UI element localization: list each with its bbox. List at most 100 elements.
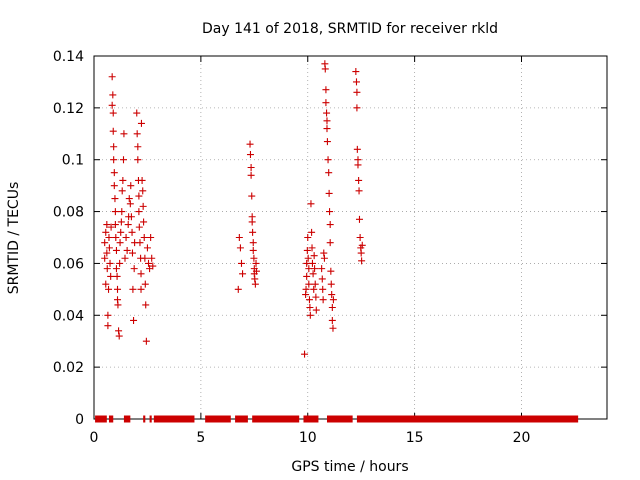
data-point: [322, 86, 330, 94]
data-point: [323, 109, 331, 117]
chart-title: Day 141 of 2018, SRMTID for receiver rkl…: [202, 21, 498, 37]
data-point: [302, 285, 310, 293]
data-point: [110, 143, 118, 151]
data-point: [134, 156, 142, 164]
x-tick-label: 10: [299, 430, 317, 446]
data-point: [135, 192, 143, 200]
data-point: [115, 332, 123, 340]
data-point: [133, 109, 141, 117]
data-point: [121, 254, 129, 262]
data-point: [108, 101, 116, 109]
data-point: [116, 259, 124, 267]
data-point: [235, 234, 243, 241]
ticks-layer: 0 5 10 15 20 0 0.02 0.04 0.06 0.08 0.1 0.12 0.14: [53, 49, 607, 446]
data-point: [310, 252, 318, 260]
data-point: [130, 265, 138, 273]
data-point: [326, 208, 334, 216]
data-point: [114, 301, 122, 309]
y-tick-label: 0.02: [53, 360, 84, 376]
data-point: [320, 254, 328, 262]
data-point: [311, 265, 319, 273]
data-point: [122, 234, 130, 241]
data-point: [142, 337, 150, 345]
data-point: [142, 301, 150, 309]
data-point: [115, 327, 123, 335]
data-point: [356, 234, 364, 241]
data-point: [110, 156, 118, 164]
data-point: [103, 249, 111, 257]
data-point: [318, 275, 326, 283]
data-point: [326, 239, 334, 247]
data-point: [308, 228, 316, 236]
data-point: [111, 221, 119, 229]
data-point: [140, 234, 148, 241]
data-point: [301, 350, 309, 358]
y-tick-label: 0.14: [53, 49, 84, 65]
data-point: [252, 267, 260, 275]
data-point: [249, 246, 257, 254]
data-point: [329, 296, 337, 304]
data-point: [248, 218, 256, 226]
data-point: [137, 285, 145, 293]
data-point: [105, 234, 113, 241]
data-point: [107, 223, 115, 231]
data-point: [355, 176, 363, 184]
data-point: [234, 285, 242, 293]
data-point: [326, 221, 334, 229]
data-point: [124, 221, 132, 229]
x-tick-label: 0: [90, 430, 99, 446]
data-point: [239, 270, 247, 278]
data-point: [327, 280, 335, 288]
data-point: [139, 187, 147, 195]
data-point: [149, 262, 157, 270]
data-point: [329, 324, 337, 332]
data-point: [137, 119, 145, 127]
data-point: [125, 195, 133, 203]
data-point: [136, 239, 144, 247]
data-point: [327, 267, 335, 275]
data-point: [304, 234, 312, 241]
data-point: [108, 73, 116, 81]
data-point: [111, 195, 119, 203]
data-point: [110, 182, 118, 190]
data-point: [117, 218, 125, 226]
data-point: [118, 208, 126, 216]
data-point: [103, 221, 111, 229]
data-point: [112, 265, 120, 273]
data-point: [246, 140, 254, 148]
data-point: [328, 304, 336, 312]
data-point: [249, 239, 257, 247]
data-point: [353, 145, 361, 153]
data-point: [354, 161, 362, 169]
plot-frame: [93, 55, 608, 420]
data-point: [246, 151, 254, 159]
data-point: [137, 270, 145, 278]
data-point: [305, 296, 313, 304]
data-point: [140, 218, 148, 226]
data-point: [119, 156, 127, 164]
data-point: [310, 285, 318, 293]
data-point: [248, 192, 256, 200]
data-point: [113, 272, 121, 280]
data-point: [308, 244, 316, 252]
data-point: [114, 285, 122, 293]
data-point: [141, 280, 149, 288]
data-point: [357, 249, 365, 257]
data-point: [324, 156, 332, 164]
data-point: [355, 215, 363, 223]
data-point: [309, 270, 317, 278]
data-point: [307, 200, 315, 208]
data-point: [109, 109, 117, 117]
data-point: [320, 249, 328, 257]
data-point: [322, 99, 330, 107]
data-point: [325, 169, 333, 177]
data-point: [237, 259, 245, 267]
data-point: [128, 228, 136, 236]
data-point: [355, 187, 363, 195]
data-point: [236, 244, 244, 252]
data-point: [328, 316, 336, 324]
data-point: [303, 246, 311, 254]
x-tick-label: 15: [406, 430, 424, 446]
data-point: [145, 259, 153, 267]
data-point: [102, 228, 110, 236]
